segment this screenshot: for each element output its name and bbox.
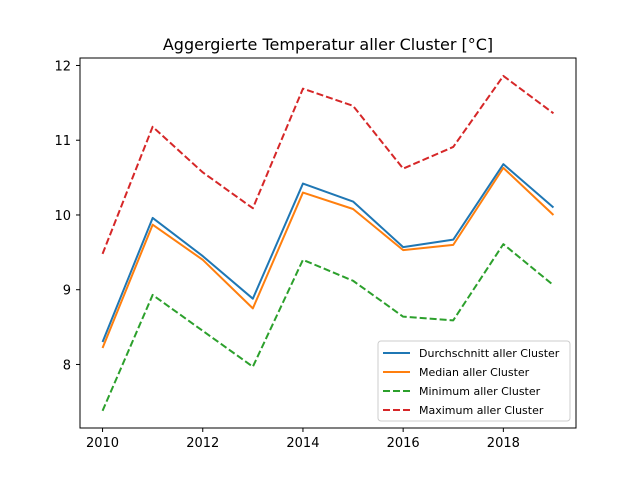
plot-area: 2010 2012 2014 2016 2018 8 9 10 11 12 (54, 57, 577, 451)
legend-label-4: Maximum aller Cluster (419, 404, 544, 417)
y-tick-label: 8 (63, 358, 71, 373)
y-tick-label: 12 (54, 59, 71, 74)
y-tick-label: 11 (54, 134, 71, 149)
series-line-3 (101, 243, 555, 412)
legend: Durchschnitt aller Cluster Median aller C… (377, 340, 571, 422)
x-tick-label: 2014 (286, 436, 319, 451)
legend-label-1: Durchschnitt aller Cluster (419, 347, 560, 360)
x-tick-label: 2016 (387, 436, 420, 451)
x-tick-label: 2012 (186, 436, 219, 451)
y-tick-label: 10 (54, 209, 71, 224)
axes-frame (79, 57, 577, 429)
x-tick-label: 2018 (487, 436, 520, 451)
y-tick-label: 9 (63, 284, 71, 299)
legend-box (377, 340, 571, 422)
series-line-1 (101, 163, 555, 343)
legend-label-2: Median aller Cluster (419, 366, 530, 379)
x-tick-label: 2010 (86, 436, 119, 451)
legend-label-3: Minimum aller Cluster (419, 385, 541, 398)
chart-title: Aggergierte Temperatur aller Cluster [°C… (163, 35, 493, 54)
series-line-2 (101, 166, 555, 349)
series-line-4 (101, 74, 555, 255)
